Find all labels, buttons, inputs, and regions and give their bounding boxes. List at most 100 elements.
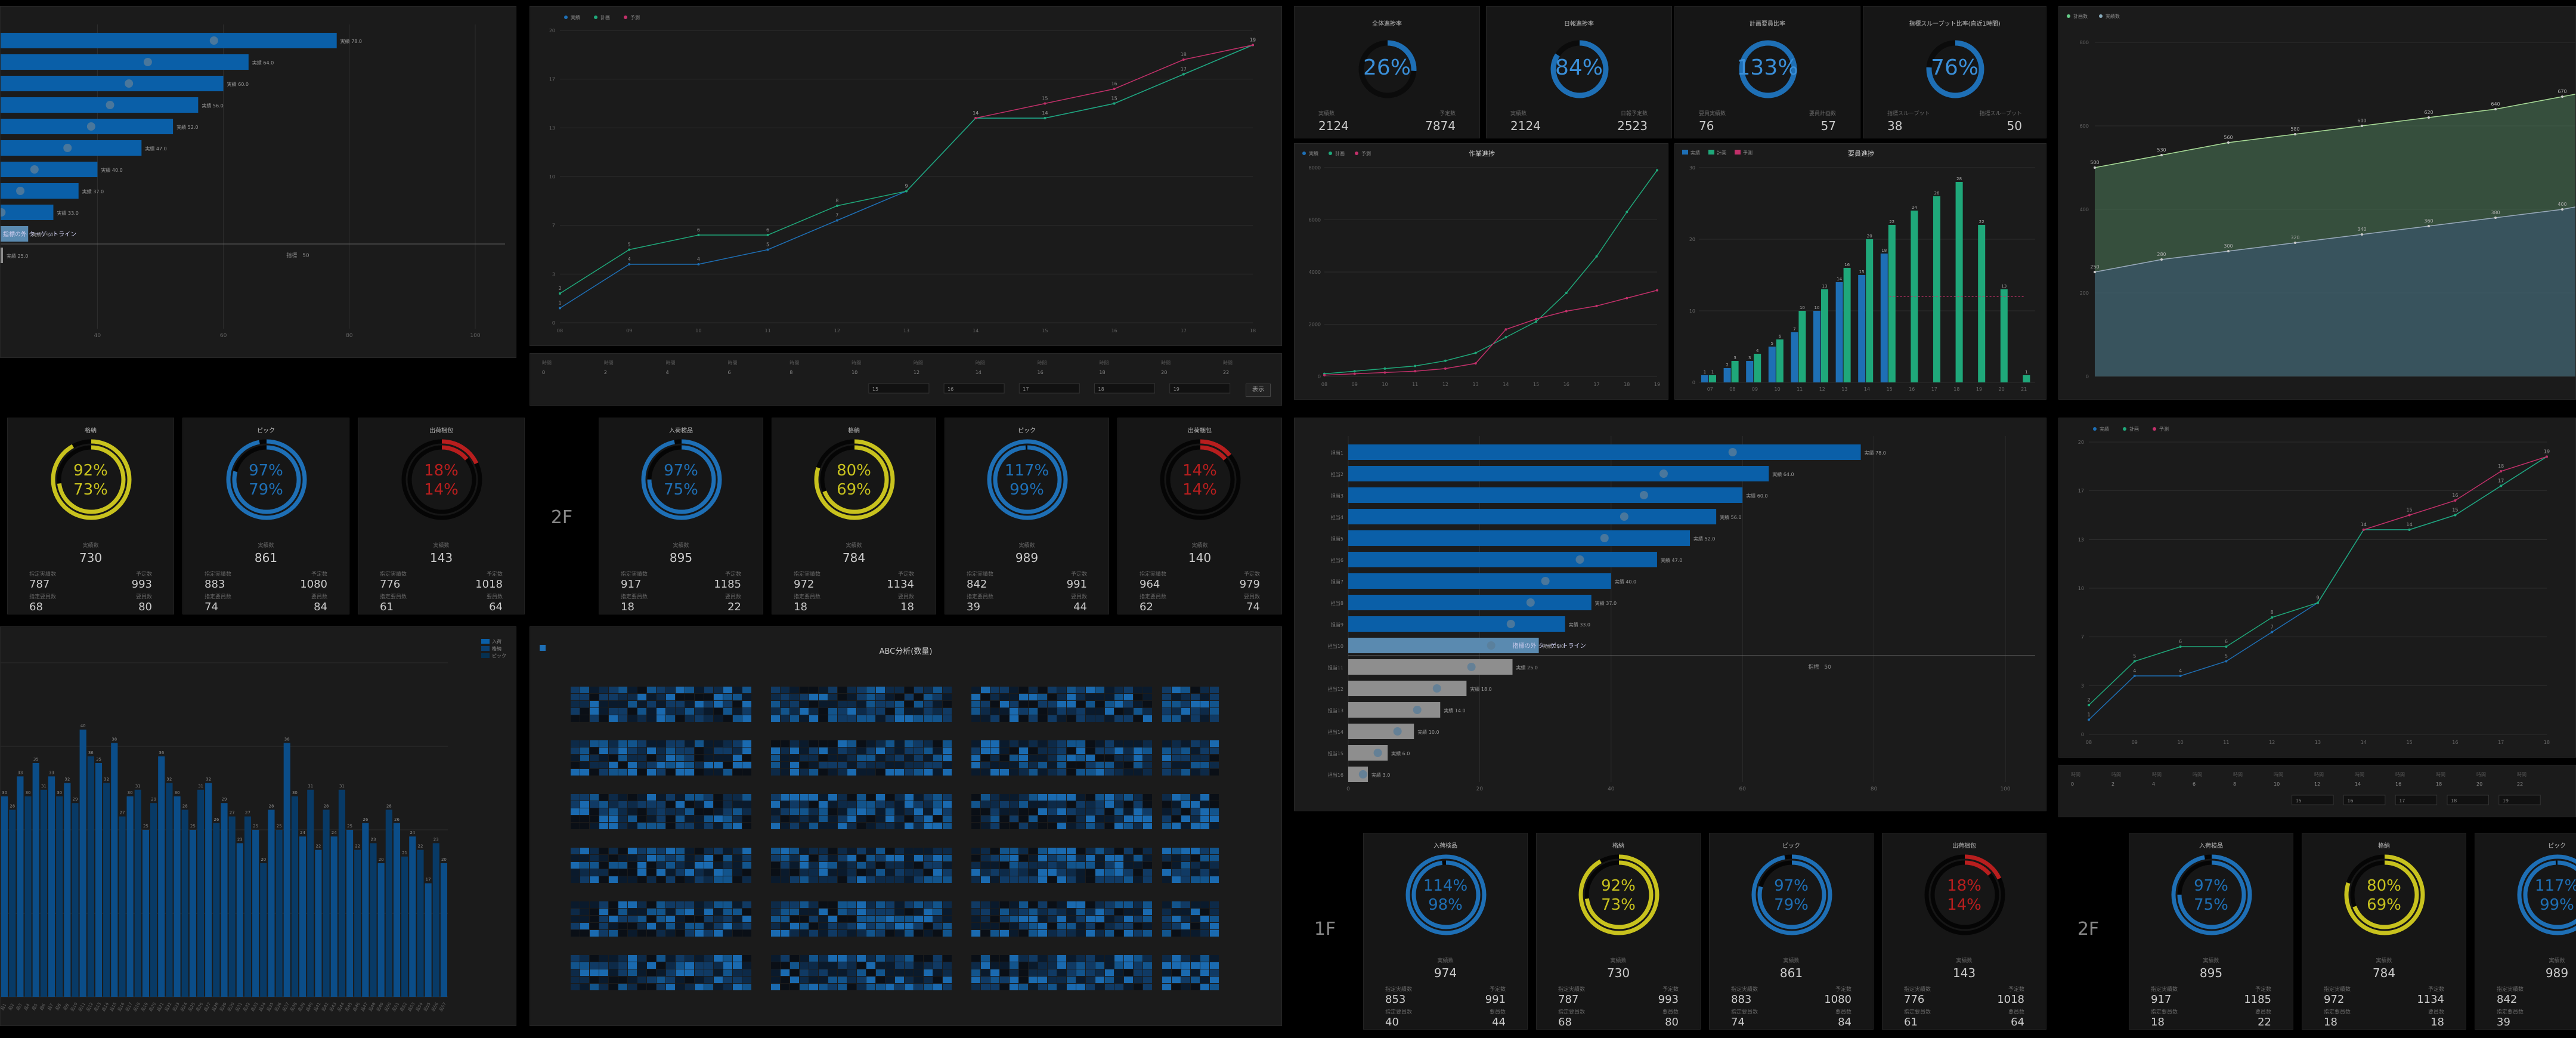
heat-cell <box>1019 984 1028 990</box>
display-button[interactable]: 表示 <box>1246 384 1271 397</box>
ring-fill <box>641 439 722 520</box>
heat-cell <box>1191 823 1200 829</box>
heat-cell <box>1048 808 1057 815</box>
heat-cell <box>1095 916 1104 922</box>
tile-percent-1: 117% <box>1004 462 1049 480</box>
heat-cell <box>943 916 952 922</box>
heat-cell <box>1029 740 1038 747</box>
heat-cell <box>1076 755 1085 761</box>
heat-cell <box>1210 747 1219 754</box>
heat-cell <box>618 715 627 722</box>
tile-label: 指定要員数 <box>2497 1009 2524 1015</box>
strip-value: 4 <box>2152 781 2155 787</box>
heat-cell <box>704 808 713 815</box>
heat-cell <box>1010 823 1018 829</box>
point <box>905 190 908 193</box>
heat-cell <box>1162 930 1171 937</box>
heat-cell <box>1172 815 1181 822</box>
bar-label: 30 <box>128 790 133 795</box>
heat-cell <box>637 823 646 829</box>
x-tick: 品56 <box>431 1002 439 1012</box>
heat-cell <box>1181 740 1190 747</box>
heat-cell <box>838 955 847 962</box>
heat-cell <box>1143 694 1152 700</box>
heat-cell <box>1076 901 1085 908</box>
heat-cell <box>1105 962 1114 969</box>
heat-cell <box>771 962 780 969</box>
point <box>628 248 631 251</box>
heat-cell <box>1019 909 1028 915</box>
bar-label: 21 <box>402 851 407 855</box>
tile-percent-2: 73% <box>73 481 108 499</box>
tile-sub-label: 実績数 <box>2376 958 2392 964</box>
heat-cell <box>838 969 847 976</box>
heat-cell <box>1200 747 1209 754</box>
heat-cell <box>1000 701 1009 708</box>
heat-cell <box>1048 801 1057 808</box>
ring-fill <box>407 445 476 514</box>
heat-cell <box>733 848 742 854</box>
bar <box>409 836 416 997</box>
heat-cell <box>666 869 675 876</box>
point-label: 7 <box>835 213 838 218</box>
heat-cell <box>857 955 866 962</box>
bar <box>1709 375 1716 382</box>
ring-fill <box>814 439 895 520</box>
heat-cell <box>838 962 847 969</box>
x-tick: 品37 <box>281 1002 290 1012</box>
strip-value: 18 <box>2436 781 2442 787</box>
tile-name: 出荷梱包 <box>1188 428 1212 434</box>
heat-cell <box>800 962 809 969</box>
heat-cell <box>1114 740 1123 747</box>
tile-total: 989 <box>1015 551 1039 565</box>
heat-cell <box>771 823 780 829</box>
tile-value: 74 <box>205 601 218 613</box>
heat-cell <box>933 848 942 854</box>
heat-cell <box>1134 901 1143 908</box>
heat-cell <box>618 977 627 983</box>
bar-label: 32 <box>64 777 70 782</box>
heat-cell <box>1134 823 1143 829</box>
tile-sub-label: 実績数 <box>1783 958 1800 964</box>
heat-cell <box>990 808 999 815</box>
heat-cell <box>723 808 732 815</box>
bar <box>401 856 408 997</box>
heat-cell <box>781 687 789 693</box>
bar <box>1348 530 1690 546</box>
strip-label: 時間 <box>604 360 614 366</box>
point <box>974 117 977 119</box>
kpi-value-2: 50 <box>2007 119 2022 133</box>
point <box>2294 242 2296 244</box>
heat-cell <box>1172 923 1181 929</box>
legend-label: 予測 <box>1743 150 1753 156</box>
point <box>835 219 838 222</box>
strip-input <box>2292 795 2334 805</box>
heat-cell <box>628 794 637 801</box>
heat-cell <box>733 762 742 768</box>
heat-cell <box>723 740 732 747</box>
ring-fill <box>1751 854 1832 935</box>
heat-cell <box>742 855 751 861</box>
heat-cell <box>1000 862 1009 869</box>
heat-cell <box>866 855 875 861</box>
heat-cell <box>1134 869 1143 876</box>
heat-cell <box>1105 687 1114 693</box>
heat-cell <box>590 769 599 776</box>
heat-cell <box>1210 869 1219 876</box>
tile-percent-2: 75% <box>2194 896 2228 914</box>
tile-label: 要員数 <box>1662 1009 1679 1015</box>
heat-cell <box>781 715 789 722</box>
point <box>1182 58 1185 61</box>
heat-cell <box>1124 801 1133 808</box>
heat-cell <box>990 955 999 962</box>
x-tick: 18 <box>2544 740 2550 745</box>
heat-cell <box>790 687 799 693</box>
heat-cell <box>609 769 618 776</box>
heat-cell <box>647 808 656 815</box>
heat-cell <box>838 715 847 722</box>
point <box>2408 514 2411 517</box>
bar <box>1348 702 1441 718</box>
heat-cell <box>971 769 980 776</box>
heat-cell <box>1000 930 1009 937</box>
heat-cell <box>1191 747 1200 754</box>
